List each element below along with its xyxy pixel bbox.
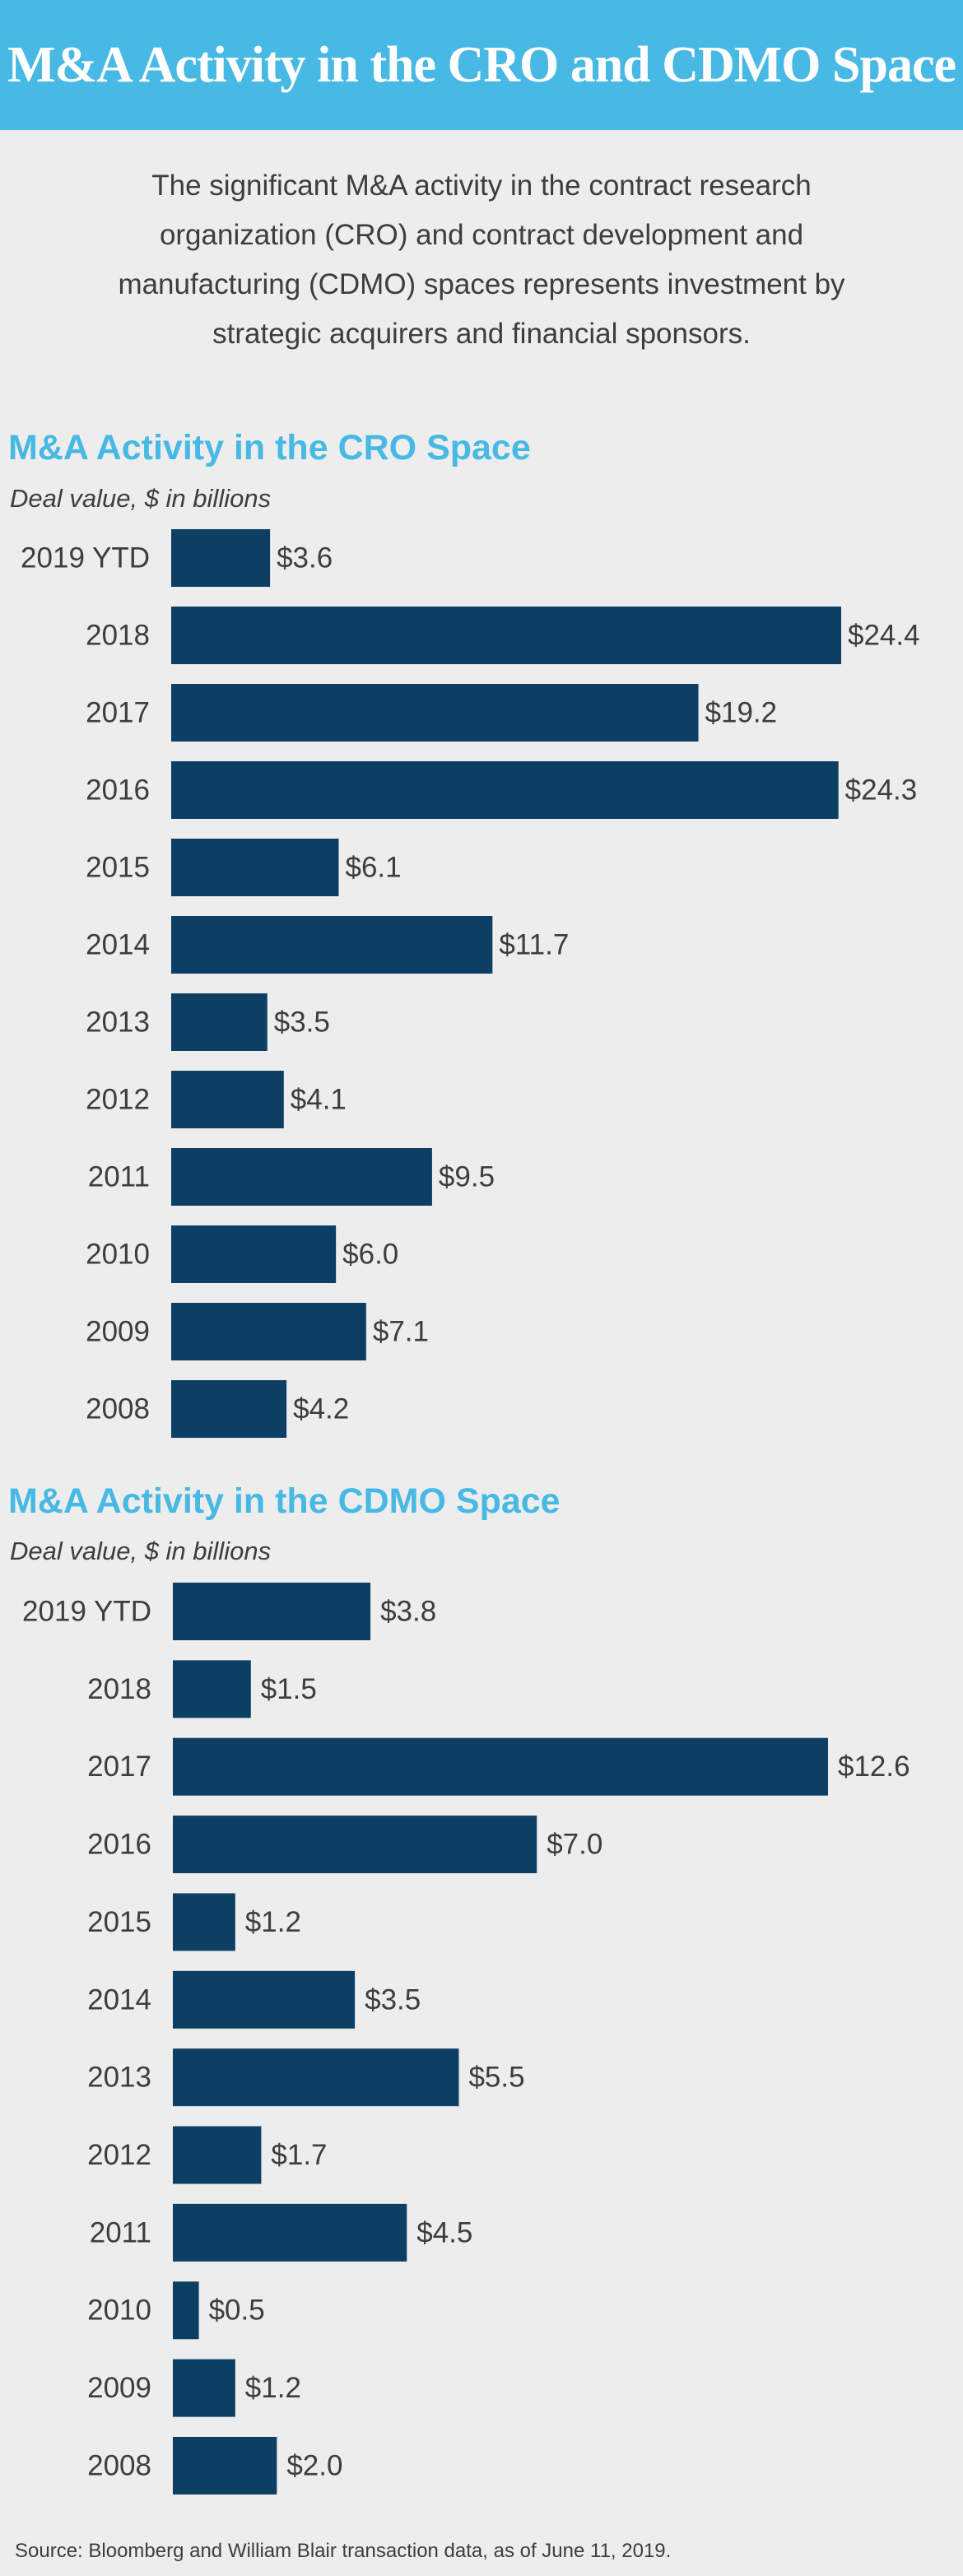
- cdmo-category-label: 2019 YTD: [22, 1596, 151, 1628]
- cdmo-bar-chart: 2019 YTD $3.8 2018 $1.5 2017 $12.6 2016 $7.0 201…: [22, 1583, 910, 2495]
- cro-value-label: $11.7: [499, 929, 569, 961]
- cdmo-chart-title: M&A Activity in the CDMO Space: [8, 1481, 561, 1521]
- cro-bar: [171, 1303, 366, 1360]
- cro-category-label: 2015: [86, 852, 150, 884]
- cdmo-value-label: $7.0: [547, 1829, 602, 1861]
- cdmo-bar: [173, 1970, 356, 2029]
- cro-value-label: $24.4: [848, 620, 920, 652]
- intro-text: The significant M&A activity in the cont…: [118, 170, 845, 350]
- cro-value-label: $7.1: [373, 1316, 429, 1348]
- cdmo-value-label: $4.5: [416, 2216, 472, 2248]
- cro-category-label: 2009: [86, 1316, 150, 1348]
- cdmo-bar: [173, 2203, 407, 2262]
- cdmo-bar: [173, 2281, 199, 2340]
- cro-bar-chart: 2019 YTD $3.6 2018 $24.4 2017 $19.2 2016 $24.3 2…: [21, 529, 920, 1438]
- cdmo-bar: [173, 1816, 537, 1874]
- cro-category-label: 2011: [88, 1161, 150, 1193]
- cro-bar: [171, 761, 839, 819]
- cdmo-category-label: 2016: [87, 1829, 151, 1861]
- cro-bar: [171, 1071, 284, 1128]
- cdmo-chart-subtitle: Deal value, $ in billions: [10, 1537, 272, 1565]
- header-banner: M&A Activity in the CRO and CDMO Space: [0, 0, 963, 130]
- cro-bar: [171, 684, 699, 742]
- cro-value-label: $6.1: [346, 852, 402, 884]
- cdmo-category-label: 2009: [87, 2372, 151, 2404]
- cdmo-category-label: 2012: [87, 2139, 151, 2171]
- cdmo-bar: [173, 2126, 262, 2184]
- cdmo-category-label: 2018: [87, 1673, 151, 1705]
- cdmo-category-label: 2015: [87, 1906, 151, 1938]
- cro-bar: [171, 1225, 337, 1283]
- cro-category-label: 2016: [86, 774, 150, 807]
- cdmo-bar: [173, 2359, 235, 2417]
- cro-bar: [171, 1148, 432, 1206]
- cro-value-label: $19.2: [705, 697, 778, 729]
- cro-bar: [171, 1380, 287, 1438]
- cro-value-label: $3.5: [274, 1007, 330, 1039]
- cdmo-value-label: $1.5: [261, 1673, 317, 1705]
- cro-category-label: 2013: [86, 1007, 150, 1039]
- cro-category-label: 2019 YTD: [21, 542, 150, 574]
- cro-category-label: 2018: [86, 620, 150, 652]
- cdmo-value-label: $1.2: [245, 2372, 301, 2404]
- cro-category-label: 2008: [86, 1393, 150, 1425]
- cro-bar: [171, 993, 268, 1051]
- cdmo-category-label: 2014: [87, 1983, 151, 2016]
- cdmo-category-label: 2010: [87, 2295, 151, 2327]
- cdmo-bar: [173, 1583, 371, 1640]
- cro-category-label: 2012: [86, 1084, 150, 1116]
- cdmo-value-label: $1.7: [271, 2139, 327, 2171]
- cro-bar: [171, 607, 841, 664]
- cdmo-category-label: 2013: [87, 2062, 151, 2094]
- cdmo-bar: [173, 2048, 459, 2107]
- cro-value-label: $24.3: [845, 774, 918, 807]
- cdmo-value-label: $2.0: [286, 2449, 342, 2481]
- cro-bar: [171, 529, 271, 587]
- cro-category-label: 2010: [86, 1239, 150, 1271]
- cro-category-label: 2014: [86, 929, 150, 961]
- cdmo-category-label: 2011: [90, 2216, 151, 2248]
- cro-value-label: $4.2: [293, 1393, 349, 1425]
- cdmo-bar: [173, 1737, 828, 1796]
- cro-value-label: $3.6: [277, 542, 333, 574]
- cro-bar: [171, 839, 339, 896]
- source-note: Source: Bloomberg and William Blair tran…: [15, 2540, 672, 2562]
- cdmo-value-label: $12.6: [838, 1751, 910, 1783]
- cdmo-value-label: $5.5: [468, 2062, 524, 2094]
- cro-value-label: $4.1: [291, 1084, 347, 1116]
- cdmo-bar: [173, 2436, 277, 2495]
- cdmo-value-label: $3.8: [380, 1596, 436, 1628]
- cdmo-value-label: $0.5: [209, 2295, 265, 2327]
- cro-chart-title: M&A Activity in the CRO Space: [8, 428, 531, 467]
- cro-category-label: 2017: [86, 697, 150, 729]
- cdmo-bar: [173, 1893, 235, 1951]
- cro-value-label: $9.5: [439, 1161, 495, 1193]
- cro-bar: [171, 916, 493, 974]
- cdmo-category-label: 2008: [87, 2449, 151, 2481]
- cro-chart-subtitle: Deal value, $ in billions: [10, 484, 272, 513]
- cdmo-value-label: $3.5: [365, 1983, 421, 2016]
- cdmo-bar: [173, 1660, 251, 1718]
- page-title: M&A Activity in the CRO and CDMO Space: [7, 36, 956, 93]
- cro-value-label: $6.0: [342, 1239, 398, 1271]
- cdmo-category-label: 2017: [87, 1751, 151, 1783]
- cdmo-value-label: $1.2: [245, 1906, 301, 1938]
